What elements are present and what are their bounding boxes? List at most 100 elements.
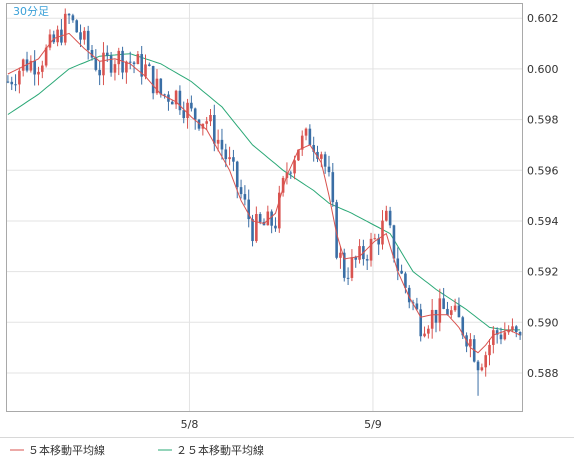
candle	[369, 232, 373, 267]
candle	[239, 179, 243, 199]
candle-body	[190, 102, 193, 109]
candle-body	[159, 78, 163, 95]
candle	[312, 136, 315, 162]
candle-body	[484, 355, 487, 368]
candle-body	[342, 252, 346, 278]
candle-body	[109, 55, 113, 73]
candle	[270, 209, 273, 234]
candle-body	[29, 60, 33, 71]
candle-body	[453, 305, 457, 311]
candle	[400, 264, 403, 275]
candle-body	[6, 81, 10, 83]
candle-body	[457, 305, 461, 318]
candle-body	[270, 211, 273, 226]
candle	[461, 315, 465, 340]
candle	[438, 288, 442, 332]
legend-label: ５本移動平均線	[28, 443, 105, 457]
candle-body	[56, 29, 59, 43]
candle	[446, 301, 449, 316]
candle	[63, 8, 67, 46]
candle	[472, 335, 476, 363]
candle	[10, 76, 14, 91]
candle-body	[44, 47, 48, 66]
candle	[83, 27, 86, 45]
ma5-line	[7, 32, 521, 354]
candle-body	[128, 61, 132, 63]
candle	[354, 255, 358, 268]
candle	[514, 325, 518, 338]
candle-body	[480, 367, 484, 371]
candle	[488, 339, 491, 366]
candle	[6, 75, 10, 84]
candle-body	[132, 62, 136, 65]
candle-body	[293, 160, 296, 174]
candle-body	[476, 361, 480, 371]
candle-body	[365, 259, 369, 261]
ma25-layer	[7, 53, 521, 331]
candle-body	[499, 334, 503, 340]
candle	[155, 69, 159, 95]
candle	[495, 327, 499, 344]
candle-body	[125, 61, 128, 73]
candle	[216, 129, 220, 152]
candle	[434, 309, 438, 333]
candle-body	[323, 154, 327, 167]
candle	[308, 124, 312, 146]
candle-body	[415, 303, 419, 310]
candle	[128, 51, 132, 70]
candle-body	[98, 69, 101, 76]
candle-body	[373, 238, 377, 240]
candle	[457, 297, 461, 318]
candle	[342, 248, 346, 282]
candle	[423, 326, 426, 338]
legend-item: ５本移動平均線	[10, 443, 105, 457]
candle-body	[140, 54, 143, 77]
candle-body	[511, 326, 514, 331]
candle	[415, 297, 419, 311]
y-tick-label: 0.600	[527, 63, 559, 76]
candle-body	[48, 34, 52, 48]
candle	[274, 217, 277, 232]
candle	[33, 50, 36, 86]
candle-body	[86, 30, 90, 50]
candle	[373, 233, 377, 240]
candle	[255, 206, 258, 243]
candle-body	[407, 287, 411, 303]
candle	[316, 145, 319, 163]
candle-body	[461, 317, 465, 336]
candle	[499, 327, 503, 345]
candle-body	[423, 333, 426, 337]
candle	[247, 189, 251, 228]
candle-body	[331, 172, 335, 203]
candle-body	[396, 258, 400, 271]
candle	[289, 170, 293, 179]
candle	[518, 331, 522, 340]
candle-body	[507, 330, 510, 333]
candle-body	[350, 257, 354, 278]
candle-body	[155, 78, 159, 94]
candle-body	[346, 277, 350, 279]
candle	[140, 45, 143, 85]
candle-body	[144, 64, 147, 77]
candle-body	[205, 121, 208, 124]
candle-body	[277, 192, 281, 229]
candle-body	[105, 52, 109, 56]
candle	[182, 101, 186, 124]
candle-body	[174, 90, 178, 105]
candle	[297, 149, 300, 162]
candle	[75, 19, 79, 33]
candle	[170, 99, 174, 105]
candle-body	[400, 270, 403, 274]
candle	[381, 210, 384, 250]
x-axis-ticks: 5/8 5/9	[181, 418, 382, 431]
candle-body	[224, 149, 228, 160]
candle	[365, 254, 369, 270]
candle-body	[297, 149, 300, 161]
candle-body	[442, 298, 445, 309]
legend-item: ２５本移動平均線	[158, 443, 264, 457]
candle-body	[216, 139, 220, 144]
candle-body	[312, 145, 315, 152]
candle-body	[18, 70, 21, 85]
candle-body	[354, 257, 358, 260]
